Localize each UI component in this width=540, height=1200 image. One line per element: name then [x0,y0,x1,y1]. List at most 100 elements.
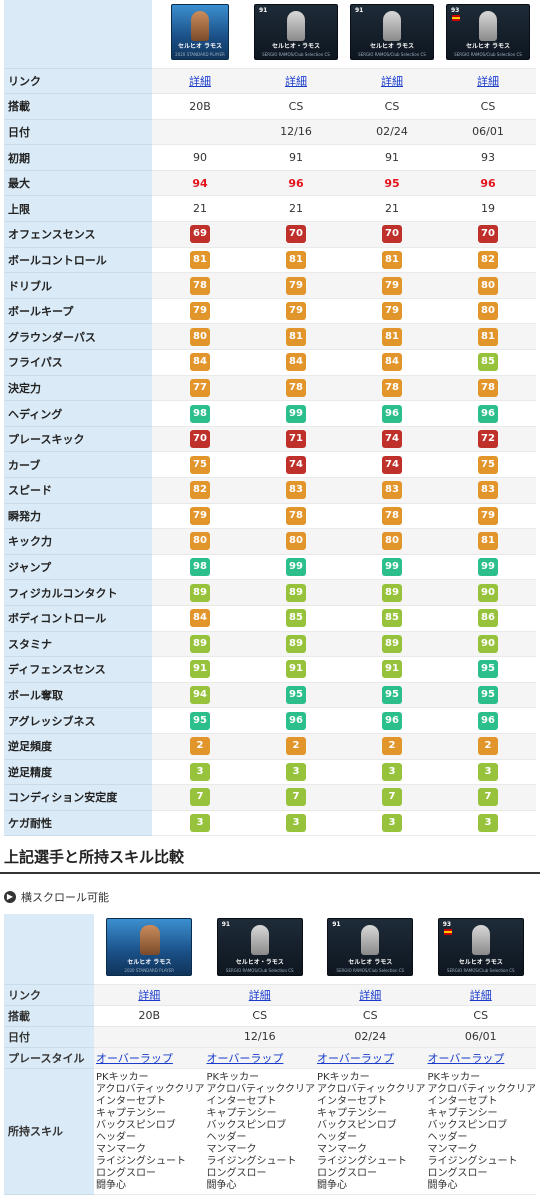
detail-link[interactable]: 詳細 [381,74,403,88]
skill-item: アクロバティッククリア [206,1083,316,1095]
table-row: グラウンダーパス 80 81 81 81 [4,323,536,351]
stat-cell: 3 [344,810,440,837]
table-row: ボール奪取 94 95 95 95 [4,682,536,709]
detail-link[interactable]: 詳細 [138,988,161,1002]
playstyle-link[interactable]: オーバーラップ [317,1051,394,1065]
card-cell: 91 セルヒオ ラモス SERGIO RAMOS/Club Selection CS [344,0,440,69]
stat-badge: 89 [190,634,210,653]
stat-badge: 79 [190,506,210,525]
stat-cell: 79 [344,272,440,299]
card-cell: 91 セルヒオ・ラモス SERGIO RAMOS/Club Selection CS [248,0,344,69]
stat-cell: 95 [248,682,344,709]
skill-item: ライジングシュート [206,1156,297,1168]
stat-badge: 91 [382,660,402,679]
detail-link[interactable]: 詳細 [189,74,211,88]
link-cell: 詳細 [315,984,426,1006]
stat-badge: 2 [286,737,306,756]
row-label: グラウンダーパス [4,323,152,351]
skill-item: 闘争心 [96,1180,126,1192]
card-subtitle: SERGIO RAMOS/Club Selection CS [454,52,522,58]
stat-cell: 75 [440,451,536,478]
table-row: フィジカルコンタクト 89 89 89 90 [4,579,536,606]
card-player-name: セルヒオ ラモス [465,43,511,51]
playstyle-link[interactable]: オーバーラップ [427,1051,505,1065]
detail-link[interactable]: 詳細 [285,74,307,88]
stat-cell: 3 [344,759,440,786]
row-label: フィジカルコンタクト [4,579,152,606]
stat-cell: 79 [152,503,248,530]
detail-link[interactable]: 詳細 [248,988,271,1002]
row-label: コンディション安定度 [4,784,152,811]
skill-item: ロングスロー [206,1168,267,1180]
table-row: ヘディング 98 99 96 96 [4,400,536,427]
stat-badge: 78 [382,506,402,525]
link-cell: 詳細 [440,68,536,95]
player-card: 91 セルヒオ・ラモス SERGIO RAMOS/Club Selection CS [216,918,303,977]
stat-badge: 79 [286,302,306,321]
link-cell: 詳細 [204,984,315,1006]
row-label: フライパス [4,349,152,376]
playstyle-link[interactable]: オーバーラップ [206,1051,284,1065]
table-row: オフェンスセンス 69 70 70 70 [4,221,536,248]
card-subtitle: SERGIO RAMOS/Club Selection CS [262,52,330,58]
skill-item: インターセプト [206,1095,277,1107]
stat-badge: 80 [478,302,498,321]
row-label: ボール奪取 [4,682,152,709]
stat-cell: 2 [344,733,440,760]
value-cell: CS [204,1005,315,1027]
value-cell: 93 [440,144,536,171]
table-row: 決定力 77 78 78 78 [4,375,536,402]
stat-badge: 79 [478,506,498,525]
card-rating: 91 [221,921,231,929]
stat-badge: 70 [190,430,210,449]
stat-cell: 3 [440,810,536,837]
stat-cell: 3 [248,759,344,786]
stat-badge: 83 [478,481,498,500]
stat-badge: 89 [382,583,402,602]
stat-badge: 98 [190,558,210,577]
flag-icon [452,15,460,22]
detail-link[interactable]: 詳細 [359,988,382,1002]
stat-badge: 3 [478,762,498,781]
stat-badge: 89 [382,634,402,653]
table-row: ボールコントロール 81 81 81 82 [4,247,536,274]
stat-cell: 69 [152,221,248,248]
stat-cell: 96 [248,707,344,734]
skill-comparison-table[interactable]: セルヒオ ラモス 2020 STANDARD PLAYER 91 セルヒオ・ラモス SE… [4,914,536,1196]
row-label: ヘディング [4,400,152,427]
stat-cell: 78 [344,503,440,530]
stat-badge: 96 [382,404,402,423]
value-cell: 21 [248,195,344,223]
row-label: リンク [4,68,152,95]
stat-cell: 2 [152,733,248,760]
stat-cell: 81 [440,323,536,351]
skill-item: キャプテンシー [317,1107,387,1119]
stat-cell: 7 [344,784,440,811]
stat-cell: 79 [152,298,248,325]
value-cell: 06/01 [425,1026,536,1048]
skill-item: PKキッカー [427,1071,481,1083]
playstyle-link[interactable]: オーバーラップ [96,1051,173,1065]
stat-cell: 83 [344,477,440,504]
stat-cell: 70 [152,426,248,453]
stat-cell: 89 [344,579,440,606]
stat-cell: 3 [248,810,344,837]
stat-badge: 98 [190,404,210,423]
skill-item: マンマーク [427,1144,478,1156]
stat-badge: 78 [478,378,498,397]
stat-badge: 82 [190,481,210,500]
table-row: ボールキープ 79 79 79 80 [4,298,536,325]
player-card: 93 セルヒオ ラモス SERGIO RAMOS/Club Selection CS [437,918,524,977]
detail-link[interactable]: 詳細 [469,988,492,1002]
stat-badge: 74 [382,455,402,474]
stat-badge: 78 [286,378,306,397]
stat-cell: 85 [440,349,536,376]
stat-badge: 81 [286,250,306,269]
stat-cell: 75 [152,451,248,478]
detail-link[interactable]: 詳細 [477,74,499,88]
playstyle-cell: オーバーラップ [315,1047,426,1069]
player-photo [361,925,380,956]
stat-cell: 89 [248,579,344,606]
stat-badge: 96 [382,711,402,730]
stat-cell: 86 [440,605,536,632]
